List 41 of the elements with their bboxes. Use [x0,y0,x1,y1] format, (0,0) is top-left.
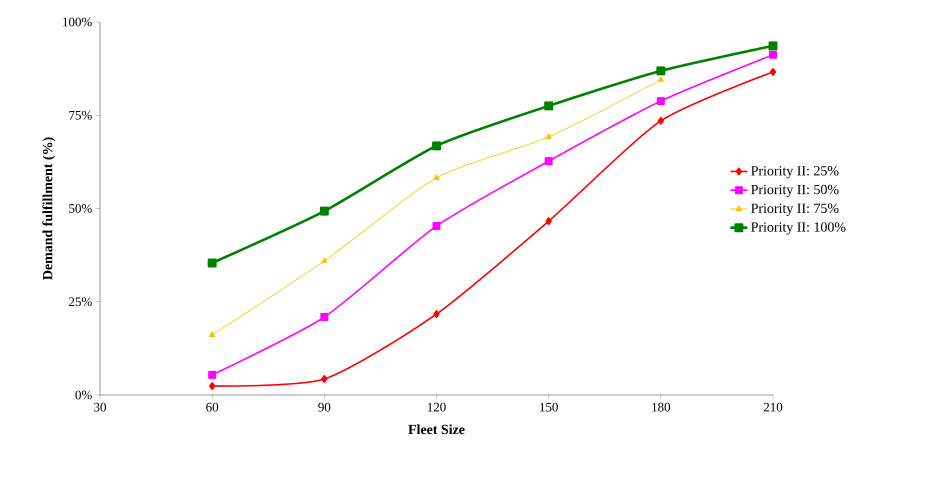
y-tick-label: 100% [63,18,92,26]
point [432,141,441,150]
point [769,50,777,59]
y-axis-title: Demand fulfillment (%) [42,137,56,280]
point [433,310,440,318]
point [209,331,216,337]
point [768,41,778,50]
point [432,222,440,230]
point [320,313,328,322]
point [546,133,552,139]
point [320,206,329,216]
point [544,101,554,110]
legend-label: Priority II: 25% [751,166,839,178]
point [208,370,216,379]
point [656,66,666,76]
y-tick-label: 0% [75,390,92,400]
y-tick-label: 75% [69,110,92,120]
point [321,258,328,264]
x-tick-label: 210 [764,402,782,412]
x-tick-label: 90 [318,402,330,412]
point [208,382,216,390]
x-axis-title: Fleet Size [408,424,465,434]
y-tick-label: 25% [69,297,92,306]
x-tick-label: 180 [652,402,670,412]
x-tick-label: 150 [540,402,558,412]
point [208,258,217,268]
point [321,374,328,383]
point [544,157,553,166]
x-tick-label: 30 [94,402,106,412]
x-tick-label: 120 [428,402,446,412]
point [545,217,552,226]
point [658,116,664,125]
point [656,97,665,106]
point [433,174,440,180]
point [658,76,664,82]
legend-label: Priority II: 100% [751,222,846,235]
point [770,68,776,76]
legend-label: Priority II: 50% [751,184,839,198]
x-tick-label: 60 [206,402,218,412]
legend-label: Priority II: 75% [751,204,839,216]
y-tick-label: 50% [69,204,92,213]
